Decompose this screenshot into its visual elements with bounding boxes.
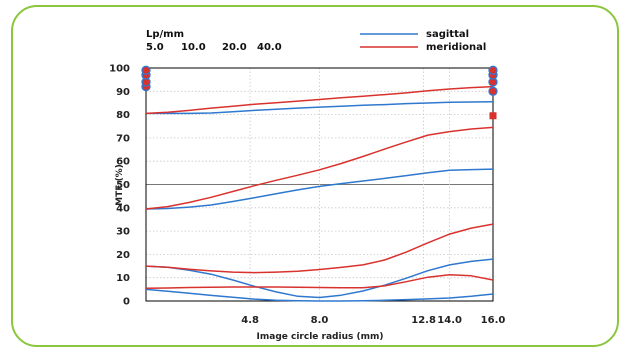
frequency-value-10: 10.0 [181, 42, 206, 53]
x-tick-16.0: 16.0 [481, 315, 506, 326]
marker-layer [141, 65, 498, 120]
y-tick-60: 60 [116, 157, 130, 168]
series-line-meridional-3 [145, 126, 494, 210]
y-tick-labels: 0 10 20 30 40 50 60 70 80 90 100 [109, 64, 130, 308]
series-line-meridional-7 [145, 273, 494, 289]
frequency-value-5: 5.0 [146, 42, 164, 53]
y-tick-10: 10 [116, 273, 130, 284]
y-tick-20: 20 [116, 250, 130, 261]
y-tick-70: 70 [116, 133, 130, 144]
edge-marker-right-square [489, 112, 497, 120]
x-tick-8.0: 8.0 [311, 315, 329, 326]
x-tick-labels: 4.8 8.0 12.8 14.0 16.0 [241, 315, 505, 326]
edge-marker-left-3 [141, 65, 151, 75]
frequency-value-20: 20.0 [222, 42, 247, 53]
y-axis-label: MTF (%) [115, 164, 125, 206]
y-tick-50: 50 [116, 180, 130, 191]
series-line-sagittal-4 [145, 258, 494, 299]
frequency-value-40: 40.0 [257, 42, 282, 53]
y-tick-40: 40 [116, 203, 130, 214]
edge-marker-right-3 [488, 65, 498, 75]
x-tick-4.8: 4.8 [241, 315, 259, 326]
series-line-meridional-1 [145, 85, 494, 115]
x-tick-14.0: 14.0 [437, 315, 462, 326]
series-line-meridional-5 [145, 223, 494, 274]
x-axis-label: Image circle radius (mm) [257, 332, 384, 342]
frequency-header-label: Lp/mm [146, 29, 184, 40]
y-tick-100: 100 [109, 64, 130, 75]
y-tick-30: 30 [116, 227, 130, 238]
y-tick-90: 90 [116, 87, 130, 98]
legend-label-sagittal: sagittal [426, 29, 469, 40]
y-tick-0: 0 [123, 297, 130, 308]
series-line-sagittal-0 [146, 101, 494, 115]
series-line-sagittal-6 [145, 288, 494, 302]
y-tick-80: 80 [116, 110, 130, 121]
x-tick-12.8: 12.8 [411, 315, 436, 326]
edge-marker-right-0 [488, 86, 498, 96]
chart-frame [11, 5, 619, 347]
legend-label-meridional: meridional [426, 42, 486, 53]
series-line-sagittal-2 [145, 168, 494, 210]
series-layer [145, 85, 494, 302]
